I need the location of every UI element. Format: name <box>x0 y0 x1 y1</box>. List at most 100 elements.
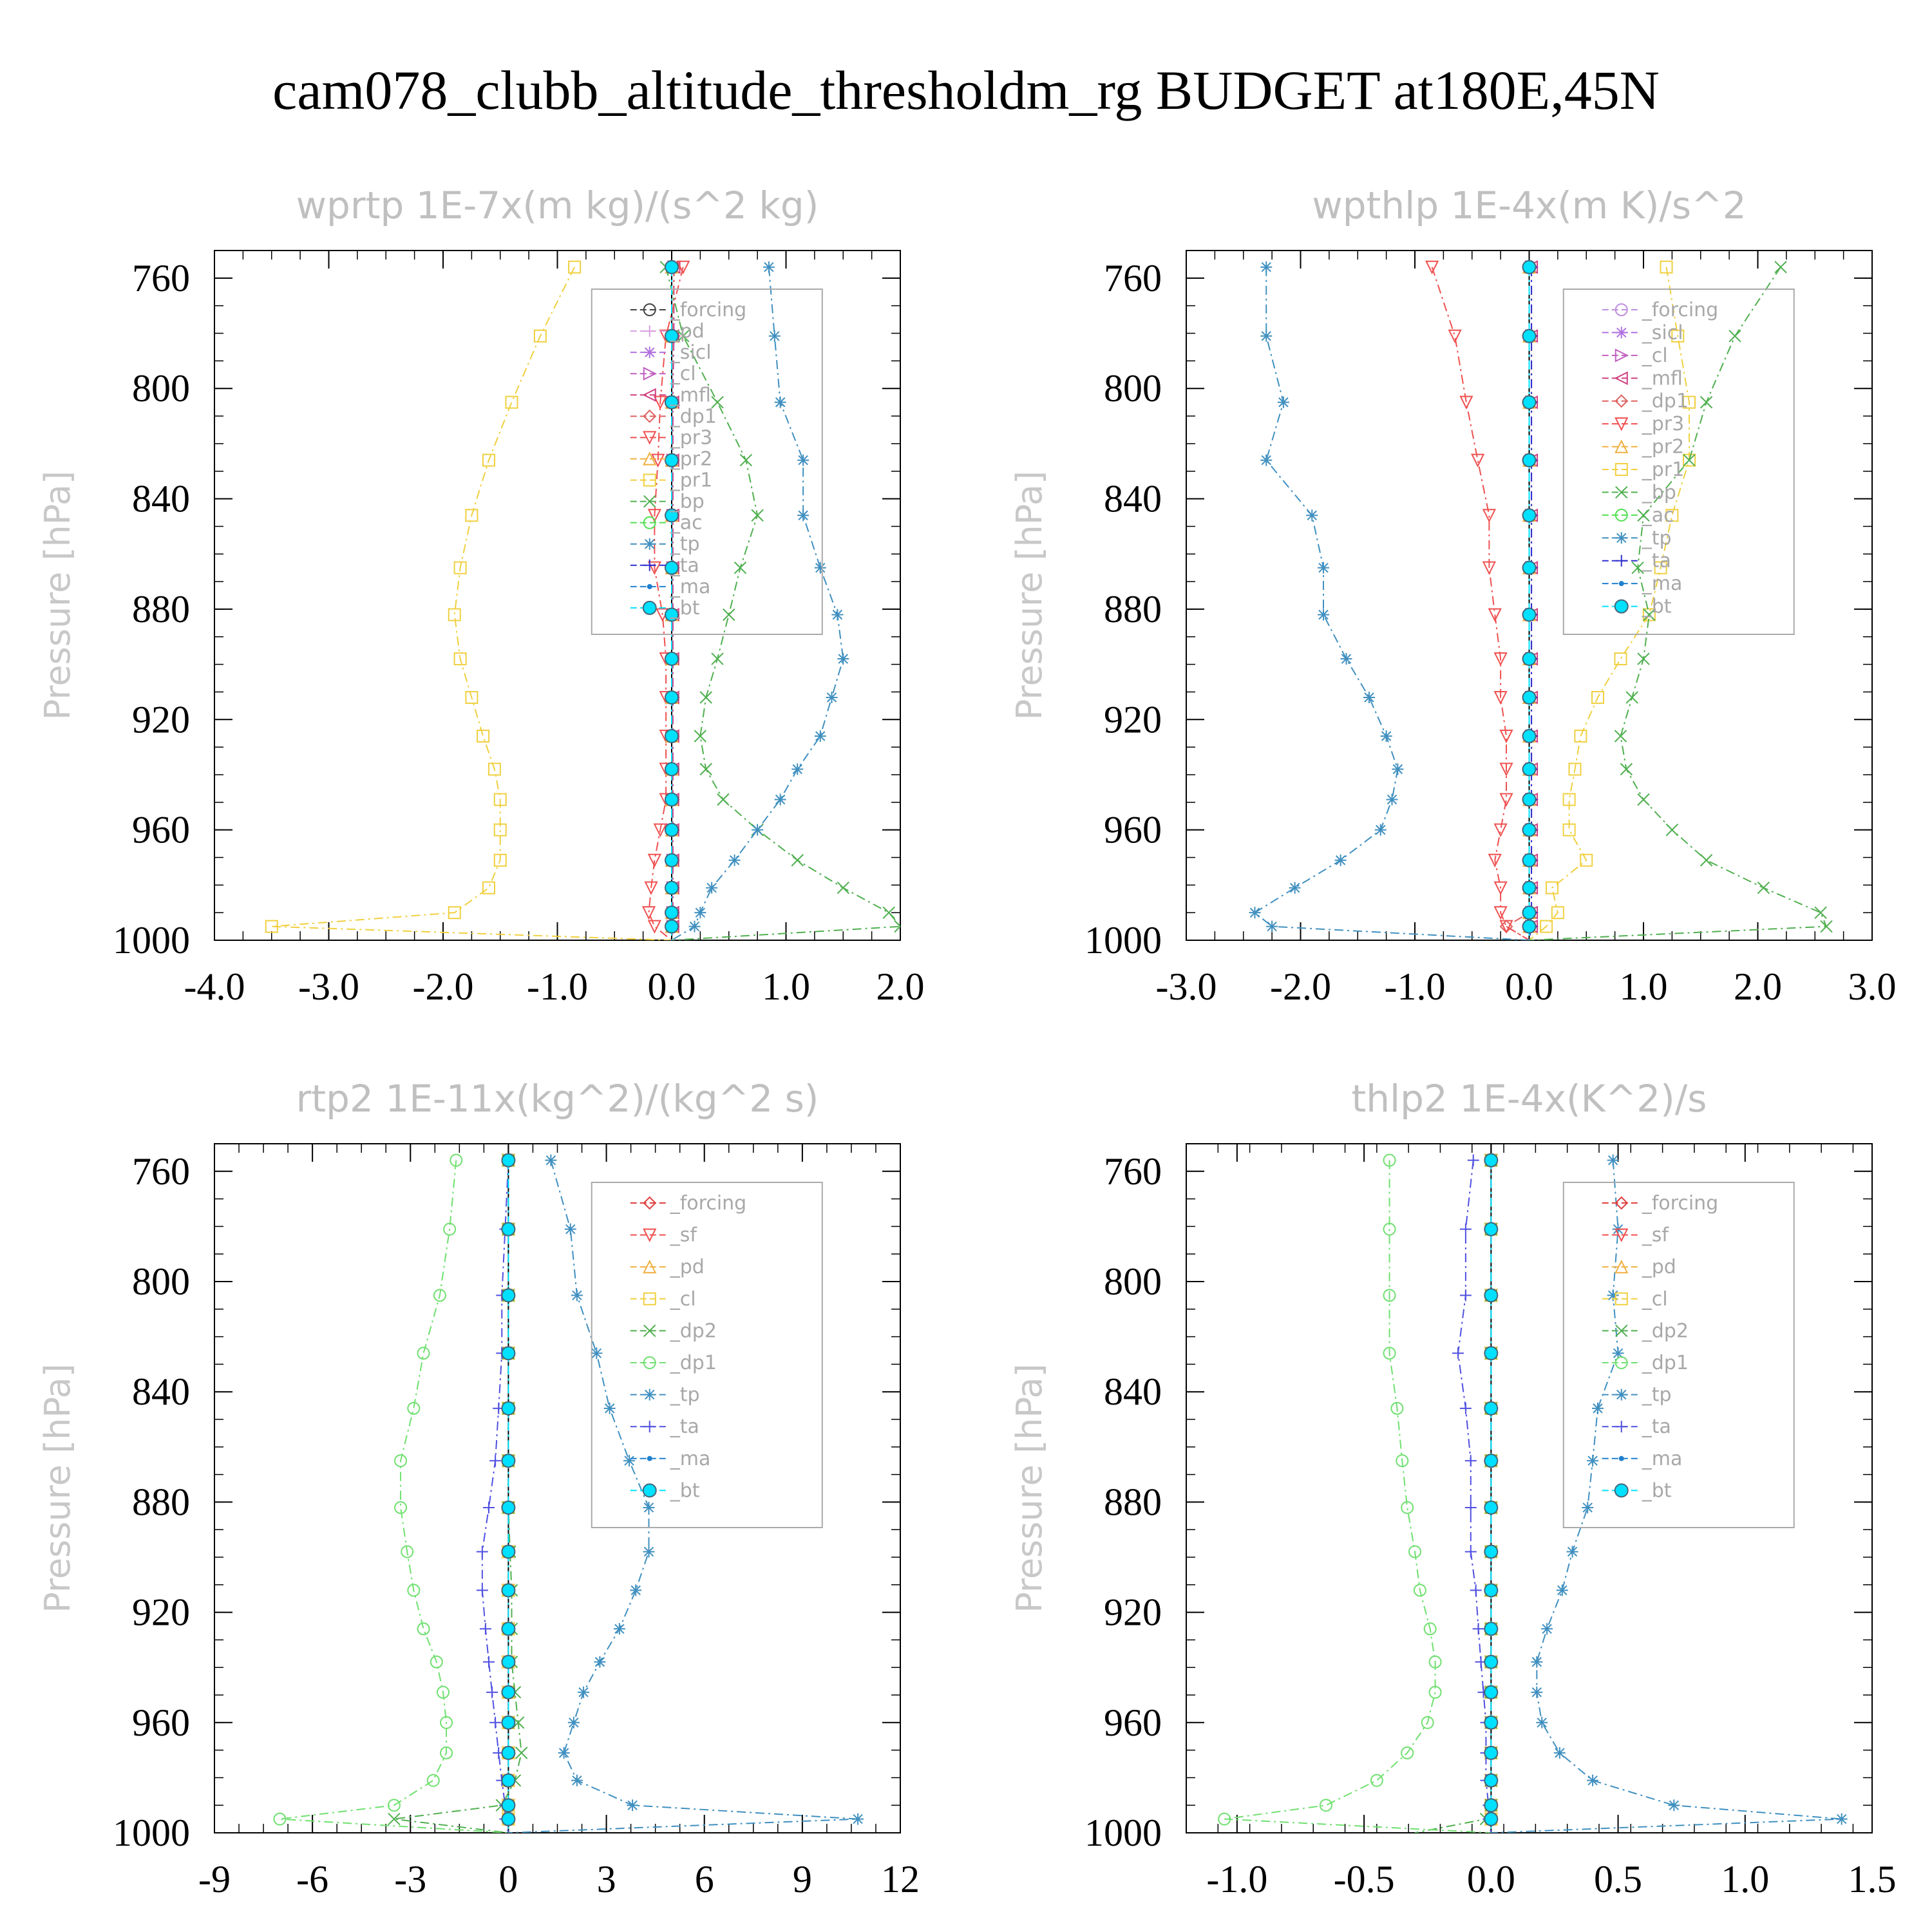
data-point <box>501 1401 516 1416</box>
data-point <box>482 453 495 467</box>
x-tick-label: 1.0 <box>762 965 810 1008</box>
data-point <box>1471 453 1485 468</box>
legend-marker <box>1615 1356 1628 1369</box>
legend-label: _cl <box>1642 345 1668 367</box>
legend-label: _pr2 <box>670 448 712 470</box>
y-tick-label: 1000 <box>1084 1812 1162 1854</box>
x-tick-label: 0.0 <box>648 965 696 1008</box>
data-point <box>1428 1655 1442 1669</box>
data-point <box>477 729 490 743</box>
data-point <box>505 395 518 409</box>
legend-marker <box>643 1421 656 1433</box>
legend-label: _pd <box>1642 1256 1676 1278</box>
legend-marker <box>642 388 656 402</box>
data-point <box>1774 260 1787 274</box>
data-point <box>1499 729 1513 744</box>
legend-label: _dp1 <box>1642 390 1689 413</box>
x-tick-label: 0.0 <box>1467 1858 1515 1900</box>
series-line <box>508 1160 858 1833</box>
data-point <box>1493 823 1508 837</box>
legend-label: _tp <box>1642 527 1672 549</box>
legend-marker <box>1615 1228 1629 1242</box>
series-line <box>1431 267 1530 940</box>
page-title: cam078_clubb_altitude_thresholdm_rg BUDG… <box>272 59 1660 121</box>
data-point <box>1522 919 1537 934</box>
data-point <box>797 454 810 466</box>
data-point <box>1484 1745 1499 1760</box>
series-line <box>1224 1160 1492 1833</box>
data-point <box>1218 1812 1231 1826</box>
legend-marker <box>643 1196 657 1210</box>
data-point <box>493 853 507 867</box>
data-point <box>665 853 679 867</box>
data-point <box>515 1747 528 1759</box>
series-line <box>1414 1160 1492 1833</box>
x-tick-label: 3 <box>597 1858 616 1900</box>
x-tick-label: -4.0 <box>184 965 245 1008</box>
data-point <box>665 652 679 667</box>
data-point <box>1383 1347 1396 1360</box>
x-tick-label: -9 <box>198 1858 231 1900</box>
legend-label: _ta <box>1642 1416 1671 1438</box>
legend-marker <box>643 325 656 337</box>
series_bt <box>665 260 679 940</box>
data-point <box>1522 260 1537 274</box>
x-tick-label: -1.0 <box>1206 1858 1267 1900</box>
legend-label: _ta <box>670 1416 699 1438</box>
y-tick-label: 800 <box>1104 367 1162 410</box>
data-point <box>578 1686 590 1698</box>
data-point <box>647 509 661 523</box>
x-tick-label: 0 <box>498 1858 518 1900</box>
data-point <box>1448 329 1462 344</box>
data-point <box>488 762 501 776</box>
legend-label: _forcing <box>670 299 746 321</box>
data-point <box>1607 1154 1619 1166</box>
x-tick-label: 2.0 <box>876 965 925 1008</box>
data-point <box>1499 920 1513 934</box>
data-point <box>774 793 786 806</box>
legend-marker <box>1615 439 1629 453</box>
legend-marker <box>1615 1259 1629 1274</box>
data-point <box>1637 652 1650 665</box>
legend: _forcing _sf _pd _cl _dp2 _dp1 _tp _ta _ma _bt <box>1562 1182 1795 1528</box>
data-point <box>1459 1223 1472 1235</box>
y-tick-label: 760 <box>132 257 190 299</box>
legend-label: _bt <box>1642 1479 1672 1502</box>
data-point <box>1306 509 1318 522</box>
data-point <box>1484 1222 1499 1236</box>
data-point <box>501 1222 516 1236</box>
series-line <box>1529 267 1828 940</box>
legend-marker <box>1615 1324 1628 1338</box>
data-point <box>493 823 507 837</box>
legend-marker <box>1615 532 1627 544</box>
data-point <box>1266 920 1278 933</box>
data-point <box>1472 1623 1484 1635</box>
x-tick-label: -1.0 <box>527 965 588 1008</box>
series_dp2 <box>1414 1153 1498 1833</box>
legend-marker <box>643 538 656 550</box>
legend-marker <box>642 1483 657 1498</box>
data-point <box>1482 509 1496 523</box>
data-point <box>1484 1812 1499 1826</box>
legend-marker <box>647 583 652 589</box>
series_dp1 <box>273 1153 509 1833</box>
data-point <box>1536 1716 1548 1728</box>
data-point <box>501 1715 516 1730</box>
data-point <box>1625 691 1638 704</box>
data-point <box>665 880 679 895</box>
data-point <box>613 1623 625 1635</box>
data-point <box>627 1799 639 1812</box>
y-tick-label: 880 <box>132 588 190 630</box>
data-point <box>501 1798 516 1813</box>
legend-label: _pr3 <box>670 426 712 449</box>
data-point <box>1643 608 1656 621</box>
y-tick-label: 800 <box>1104 1260 1162 1303</box>
data-point <box>814 562 826 574</box>
data-point <box>437 1685 450 1699</box>
data-point <box>440 1716 453 1729</box>
data-point <box>1654 561 1667 574</box>
x-tick-label: 6 <box>695 1858 714 1900</box>
legend-label: _sf <box>1642 1224 1670 1247</box>
y-tick-label: 960 <box>1104 1701 1162 1744</box>
data-point <box>482 881 495 895</box>
